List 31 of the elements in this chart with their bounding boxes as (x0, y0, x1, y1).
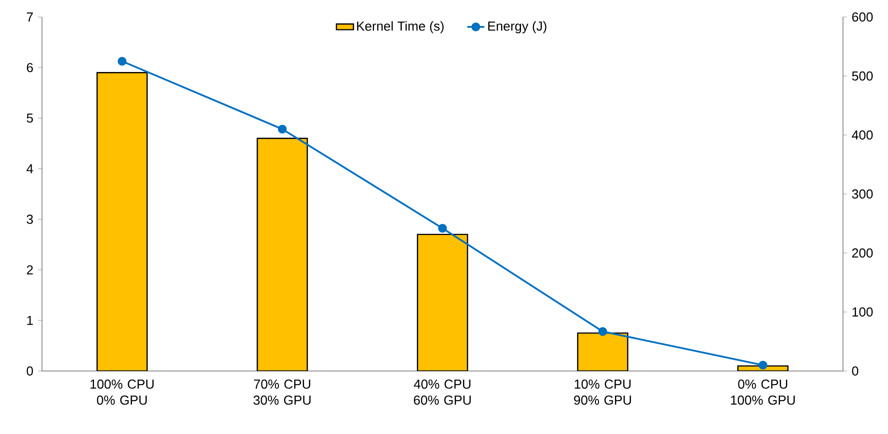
x-tick-label: 0% CPU 100% GPU (731, 380, 795, 405)
bar (577, 332, 628, 371)
point (438, 224, 447, 233)
legend-label: Energy (J) (488, 21, 546, 34)
y2-tick-label: 300 (852, 189, 873, 199)
y-tick-label: 7 (26, 12, 33, 22)
bar (256, 138, 308, 371)
y-tick-label: 4 (26, 164, 34, 174)
x-tick-label: 40% CPU 60% GPU (414, 380, 471, 405)
y2-tick-label: 400 (852, 130, 873, 140)
point (758, 360, 768, 370)
x-tick-label: 10% CPU 90% GPU (574, 380, 631, 405)
point (598, 327, 608, 336)
x-tick-label: 100% CPU 0% GPU (90, 380, 154, 405)
y2-tick-label: 600 (852, 12, 873, 22)
y-tick-label: 5 (26, 114, 33, 123)
bar (416, 234, 468, 371)
y-tick-label: 6 (26, 62, 33, 72)
y-tick-label: 2 (26, 265, 33, 274)
x-tick-label: 70% CPU 30% GPU (254, 380, 311, 405)
y2-tick-label: 0 (852, 366, 858, 376)
bar (96, 72, 148, 371)
y2-tick-label: 100 (852, 307, 873, 317)
point (118, 56, 126, 66)
legend-label: Kernel Time (s) (357, 21, 444, 34)
y2-tick-label: 500 (852, 71, 873, 81)
y-tick-label: 1 (27, 316, 33, 325)
y-tick-label: 3 (26, 214, 33, 224)
y-tick-label: 0 (26, 366, 33, 376)
y2-tick-label: 200 (852, 248, 873, 258)
point (278, 124, 287, 134)
